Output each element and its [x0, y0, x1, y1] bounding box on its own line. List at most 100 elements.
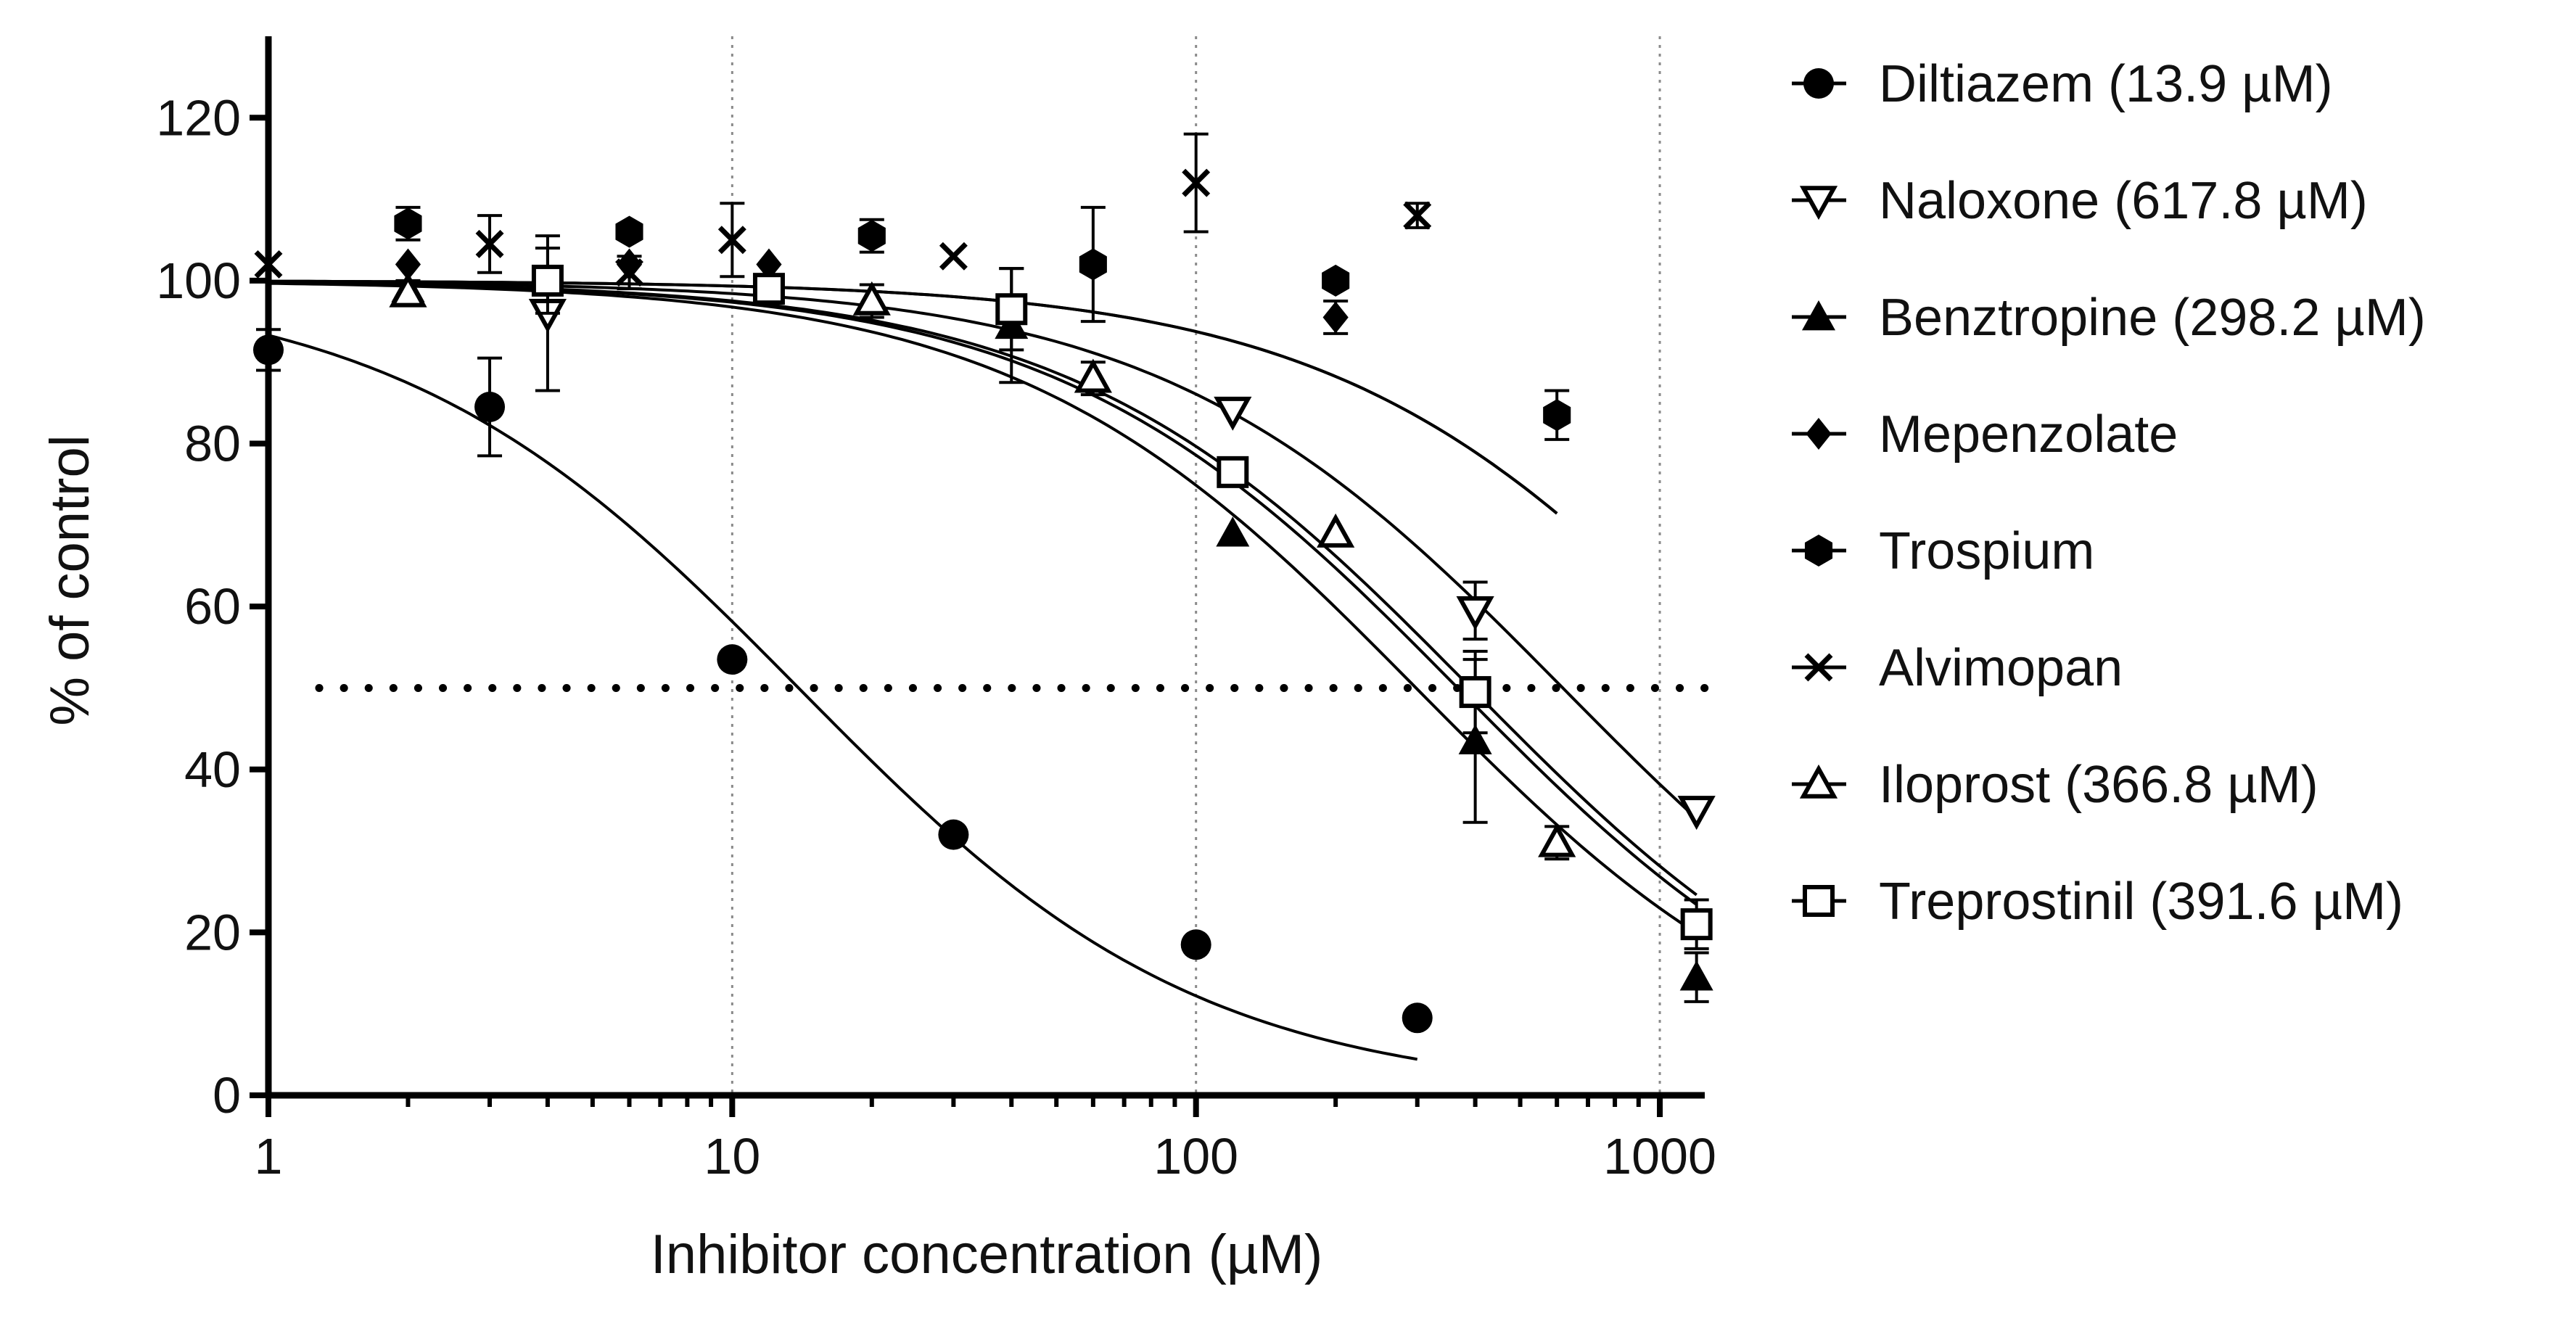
data-point: [474, 392, 506, 422]
data-point: [1543, 399, 1571, 432]
fit-curve: [408, 284, 1698, 906]
data-point: [1679, 960, 1713, 991]
marker-shape: [253, 334, 284, 366]
data-point: [1538, 823, 1576, 857]
data-point: [1214, 396, 1252, 431]
marker-shape: [995, 293, 1028, 326]
x-axis-title: Inhibitor concentration (µM): [651, 1224, 1323, 1285]
data-point: [1216, 516, 1250, 547]
data-point: [475, 229, 504, 258]
data-point: [1677, 796, 1716, 831]
data-point: [1079, 248, 1107, 281]
data-point: [253, 334, 284, 366]
marker-shape: [939, 242, 968, 271]
fit-curve: [268, 279, 1558, 515]
fit-curve: [268, 281, 1698, 897]
marker-shape: [1182, 168, 1211, 197]
legend-marker: [1802, 300, 1835, 331]
marker-shape: [389, 273, 427, 308]
data-point: [1322, 264, 1350, 297]
marker-shape: [717, 226, 746, 255]
legend-item: Benztropine (298.2 µM): [1792, 289, 2426, 347]
legend-item: Treprostinil (391.6 µM): [1792, 873, 2403, 931]
legend-label: Mepenzolate: [1879, 405, 2178, 464]
legend-label: Iloprost (366.8 µM): [1879, 756, 2318, 814]
x-tick-label: 10: [704, 1128, 760, 1185]
marker-shape: [1802, 300, 1835, 331]
marker-shape: [1679, 960, 1713, 991]
marker-shape: [615, 258, 643, 287]
legend-item: Trospium: [1792, 522, 2094, 580]
fit-curve: [268, 334, 1418, 1061]
marker-shape: [1217, 456, 1249, 488]
data-point: [531, 264, 564, 297]
data-point: [1402, 1002, 1433, 1034]
data-point: [1217, 456, 1249, 488]
data-point: [1456, 596, 1494, 630]
marker-shape: [1214, 396, 1252, 431]
marker-shape: [1456, 596, 1494, 630]
marker-shape: [475, 229, 504, 258]
data-point: [938, 819, 969, 850]
marker-shape: [756, 248, 782, 281]
marker-shape: [1804, 535, 1833, 567]
x-tick-label: 1000: [1603, 1128, 1716, 1185]
legend-marker: [1803, 885, 1835, 917]
data-point: [1459, 676, 1491, 709]
legend-item: Naloxone (617.8 µM): [1792, 172, 2368, 230]
x-tick-label: 1: [255, 1128, 283, 1185]
data-point: [389, 273, 427, 308]
marker-shape: [394, 207, 422, 240]
marker-shape: [1799, 186, 1838, 221]
marker-shape: [1677, 796, 1716, 831]
marker-shape: [1543, 399, 1571, 432]
marker-shape: [615, 215, 643, 248]
data-point: [394, 207, 422, 240]
data-point: [995, 293, 1028, 326]
marker-shape: [254, 250, 283, 279]
marker-shape: [852, 281, 891, 316]
data-point: [1458, 724, 1492, 754]
marker-shape: [1804, 653, 1833, 682]
data-point: [615, 258, 643, 287]
marker-shape: [1322, 264, 1350, 297]
legend-item: Diltiazem (13.9 µM): [1792, 55, 2333, 113]
data-point: [857, 220, 886, 252]
legend-label: Diltiazem (13.9 µM): [1879, 55, 2333, 113]
y-tick-label: 40: [184, 741, 241, 798]
marker-shape: [1079, 248, 1107, 281]
marker-shape: [1216, 516, 1250, 547]
y-tick-label: 20: [184, 904, 241, 960]
y-tick-label: 80: [184, 416, 241, 472]
data-point: [852, 281, 891, 316]
data-point: [752, 273, 785, 305]
marker-shape: [717, 644, 748, 675]
fit-curve: [268, 280, 1698, 820]
marker-shape: [1402, 1002, 1433, 1034]
legend-marker: [1799, 186, 1838, 221]
y-tick-label: 120: [156, 89, 241, 146]
legend-item: Iloprost (366.8 µM): [1792, 756, 2318, 814]
marker-shape: [752, 273, 785, 305]
data-point: [756, 248, 782, 281]
marker-shape: [1803, 68, 1834, 99]
y-tick-label: 100: [156, 252, 241, 309]
legend-item: Alvimopan: [1792, 639, 2123, 697]
marker-shape: [1322, 301, 1349, 334]
legend-marker: [1806, 418, 1832, 450]
marker-shape: [1074, 358, 1112, 393]
data-point: [717, 644, 748, 675]
data-point: [1317, 513, 1355, 548]
x-tick-label: 100: [1153, 1128, 1238, 1185]
marker-shape: [1806, 418, 1832, 450]
legend-label: Alvimopan: [1879, 639, 2123, 697]
data-point: [1680, 908, 1713, 941]
legend-label: Trospium: [1879, 522, 2094, 580]
marker-shape: [1803, 885, 1835, 917]
marker-shape: [857, 220, 886, 252]
data-point: [717, 226, 746, 255]
data-point: [1180, 929, 1211, 960]
marker-shape: [531, 264, 564, 297]
